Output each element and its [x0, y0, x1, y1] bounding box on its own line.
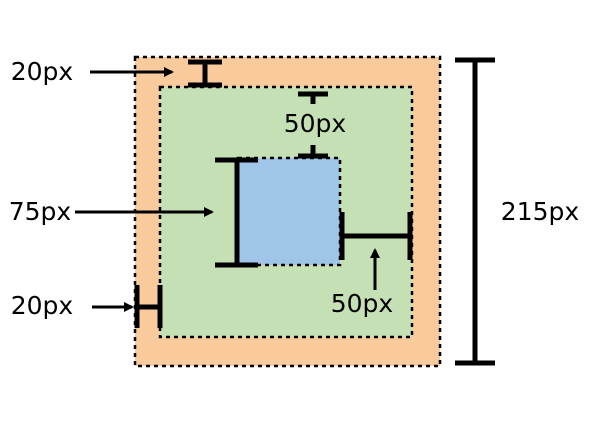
- inner-box: [236, 156, 342, 267]
- measure-left-margin: [134, 285, 163, 328]
- measure-top-padding: [298, 91, 328, 159]
- measure-right-padding: [339, 212, 413, 260]
- label: 75px: [9, 197, 71, 226]
- label: 215px: [501, 197, 579, 226]
- measure-total: [455, 57, 495, 366]
- measure-content: [215, 157, 258, 268]
- label: 20px: [11, 291, 73, 320]
- label: 20px: [11, 57, 73, 86]
- measure-top-margin: [188, 59, 222, 88]
- label: 50px: [331, 289, 393, 318]
- label: 50px: [284, 109, 346, 138]
